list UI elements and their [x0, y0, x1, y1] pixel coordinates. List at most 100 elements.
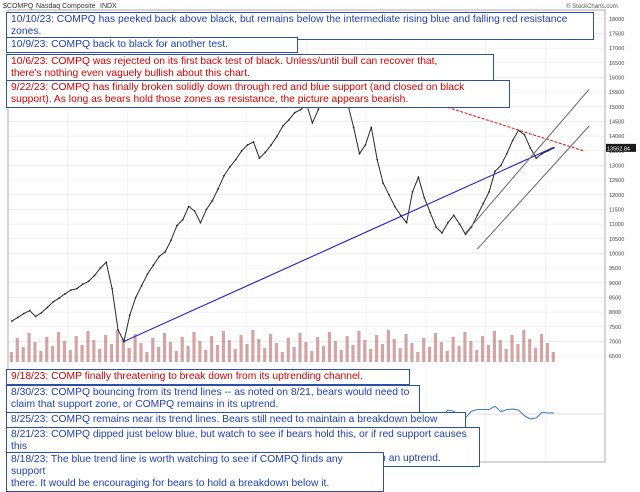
y-tick-label: 14500: [609, 119, 624, 125]
volume-bar: [39, 351, 43, 362]
volume-bar: [27, 333, 31, 362]
volume-bar: [80, 345, 84, 362]
price-point: [282, 124, 284, 127]
price-point: [217, 188, 220, 190]
volume-bar: [463, 332, 467, 362]
volume-bar: [51, 346, 55, 362]
price-point: [393, 205, 396, 208]
price-point: [511, 139, 514, 142]
price-point: [22, 312, 25, 315]
y-tick-label: 15500: [609, 90, 624, 96]
volume-bar: [416, 352, 420, 362]
volume-bar: [522, 330, 526, 362]
volume-bar: [386, 330, 390, 362]
price-point: [382, 182, 384, 184]
price-point: [99, 267, 102, 270]
price-point: [111, 287, 114, 290]
note-10-9-23: 10/9/23: COMPQ back to black for another…: [6, 37, 298, 53]
price-point: [529, 146, 532, 149]
price-point: [75, 287, 78, 290]
y-tick-label: 17000: [609, 46, 624, 52]
price-point: [164, 251, 167, 253]
volume-bar: [363, 340, 367, 362]
volume-bar: [551, 352, 555, 362]
volume-bar: [215, 345, 220, 362]
volume-bar: [274, 343, 279, 362]
volume-bar: [74, 336, 78, 362]
price-point: [276, 135, 278, 138]
y-tick-label: 8000: [609, 310, 621, 316]
price-point: [405, 221, 408, 224]
volume-bar: [310, 351, 314, 362]
chart-name: Nasdaq Composite: [36, 3, 96, 10]
price-point: [64, 293, 66, 295]
volume-bar: [280, 352, 284, 362]
volume-bar: [245, 344, 249, 362]
volume-bar: [210, 336, 214, 362]
price-point: [105, 261, 108, 264]
y-tick-label: 16000: [609, 75, 624, 81]
y-tick-label: 9000: [609, 281, 621, 287]
price-point: [234, 158, 237, 161]
trend-line-blue: [123, 146, 555, 342]
volume-bar: [481, 336, 485, 362]
chart-symbol: $COMPQ: [3, 3, 34, 10]
price-point: [193, 210, 196, 212]
price-point: [482, 202, 485, 205]
y-tick-label: 15000: [609, 105, 624, 111]
volume-bar: [380, 344, 385, 362]
last-price-label: 13562.84: [607, 146, 630, 152]
volume-bar: [145, 352, 149, 362]
price-point: [352, 126, 355, 129]
volume-bar: [68, 350, 72, 362]
price-point: [417, 176, 420, 179]
price-point: [270, 144, 273, 146]
volume-bar: [33, 342, 37, 362]
volume-bar: [133, 334, 137, 362]
price-point: [81, 283, 84, 286]
volume-bar: [45, 337, 49, 362]
price-point: [52, 300, 55, 303]
volume-bar: [404, 334, 408, 362]
volume-bar: [492, 331, 496, 362]
price-point: [187, 205, 190, 208]
volume-bar: [369, 349, 373, 362]
price-point: [28, 309, 31, 312]
price-point: [429, 211, 432, 214]
price-point: [246, 144, 249, 146]
volume-bar: [292, 347, 296, 362]
price-point: [70, 289, 72, 292]
trend-line-black-channel-upper: [465, 88, 590, 234]
price-point: [287, 119, 290, 121]
volume-bar: [92, 340, 96, 362]
volume-bar: [534, 348, 538, 362]
y-tick-label: 17500: [609, 31, 624, 37]
volume-bar: [233, 349, 237, 362]
volume-bar: [257, 339, 261, 362]
volume-bar: [316, 337, 320, 362]
price-point: [446, 221, 449, 224]
chart-exchange: INDX: [100, 3, 117, 10]
y-tick-label: 9500: [609, 266, 621, 272]
volume-bar: [410, 343, 414, 362]
volume-bar: [451, 337, 455, 362]
volume-bar: [162, 333, 167, 362]
last-price-marker: [606, 143, 636, 152]
price-point: [34, 315, 37, 318]
price-point: [388, 193, 390, 196]
price-point: [46, 306, 49, 309]
volume-bar: [333, 341, 337, 362]
volume-bar: [121, 339, 125, 362]
price-point: [435, 226, 437, 228]
volume-bar: [339, 350, 343, 362]
y-tick-label: 14000: [609, 134, 624, 140]
note-8-30-23: 8/30/23: COMPQ bouncing from its trend l…: [6, 385, 420, 413]
volume-bar: [198, 341, 202, 362]
volume-bar: [168, 342, 173, 362]
volume-bar: [221, 331, 226, 362]
volume-bar: [21, 347, 25, 362]
price-point: [488, 190, 490, 193]
volume-bar: [263, 348, 267, 362]
price-point: [264, 151, 267, 154]
note-8-18-23: 8/18/23: The blue trend line is worth wa…: [6, 452, 384, 492]
